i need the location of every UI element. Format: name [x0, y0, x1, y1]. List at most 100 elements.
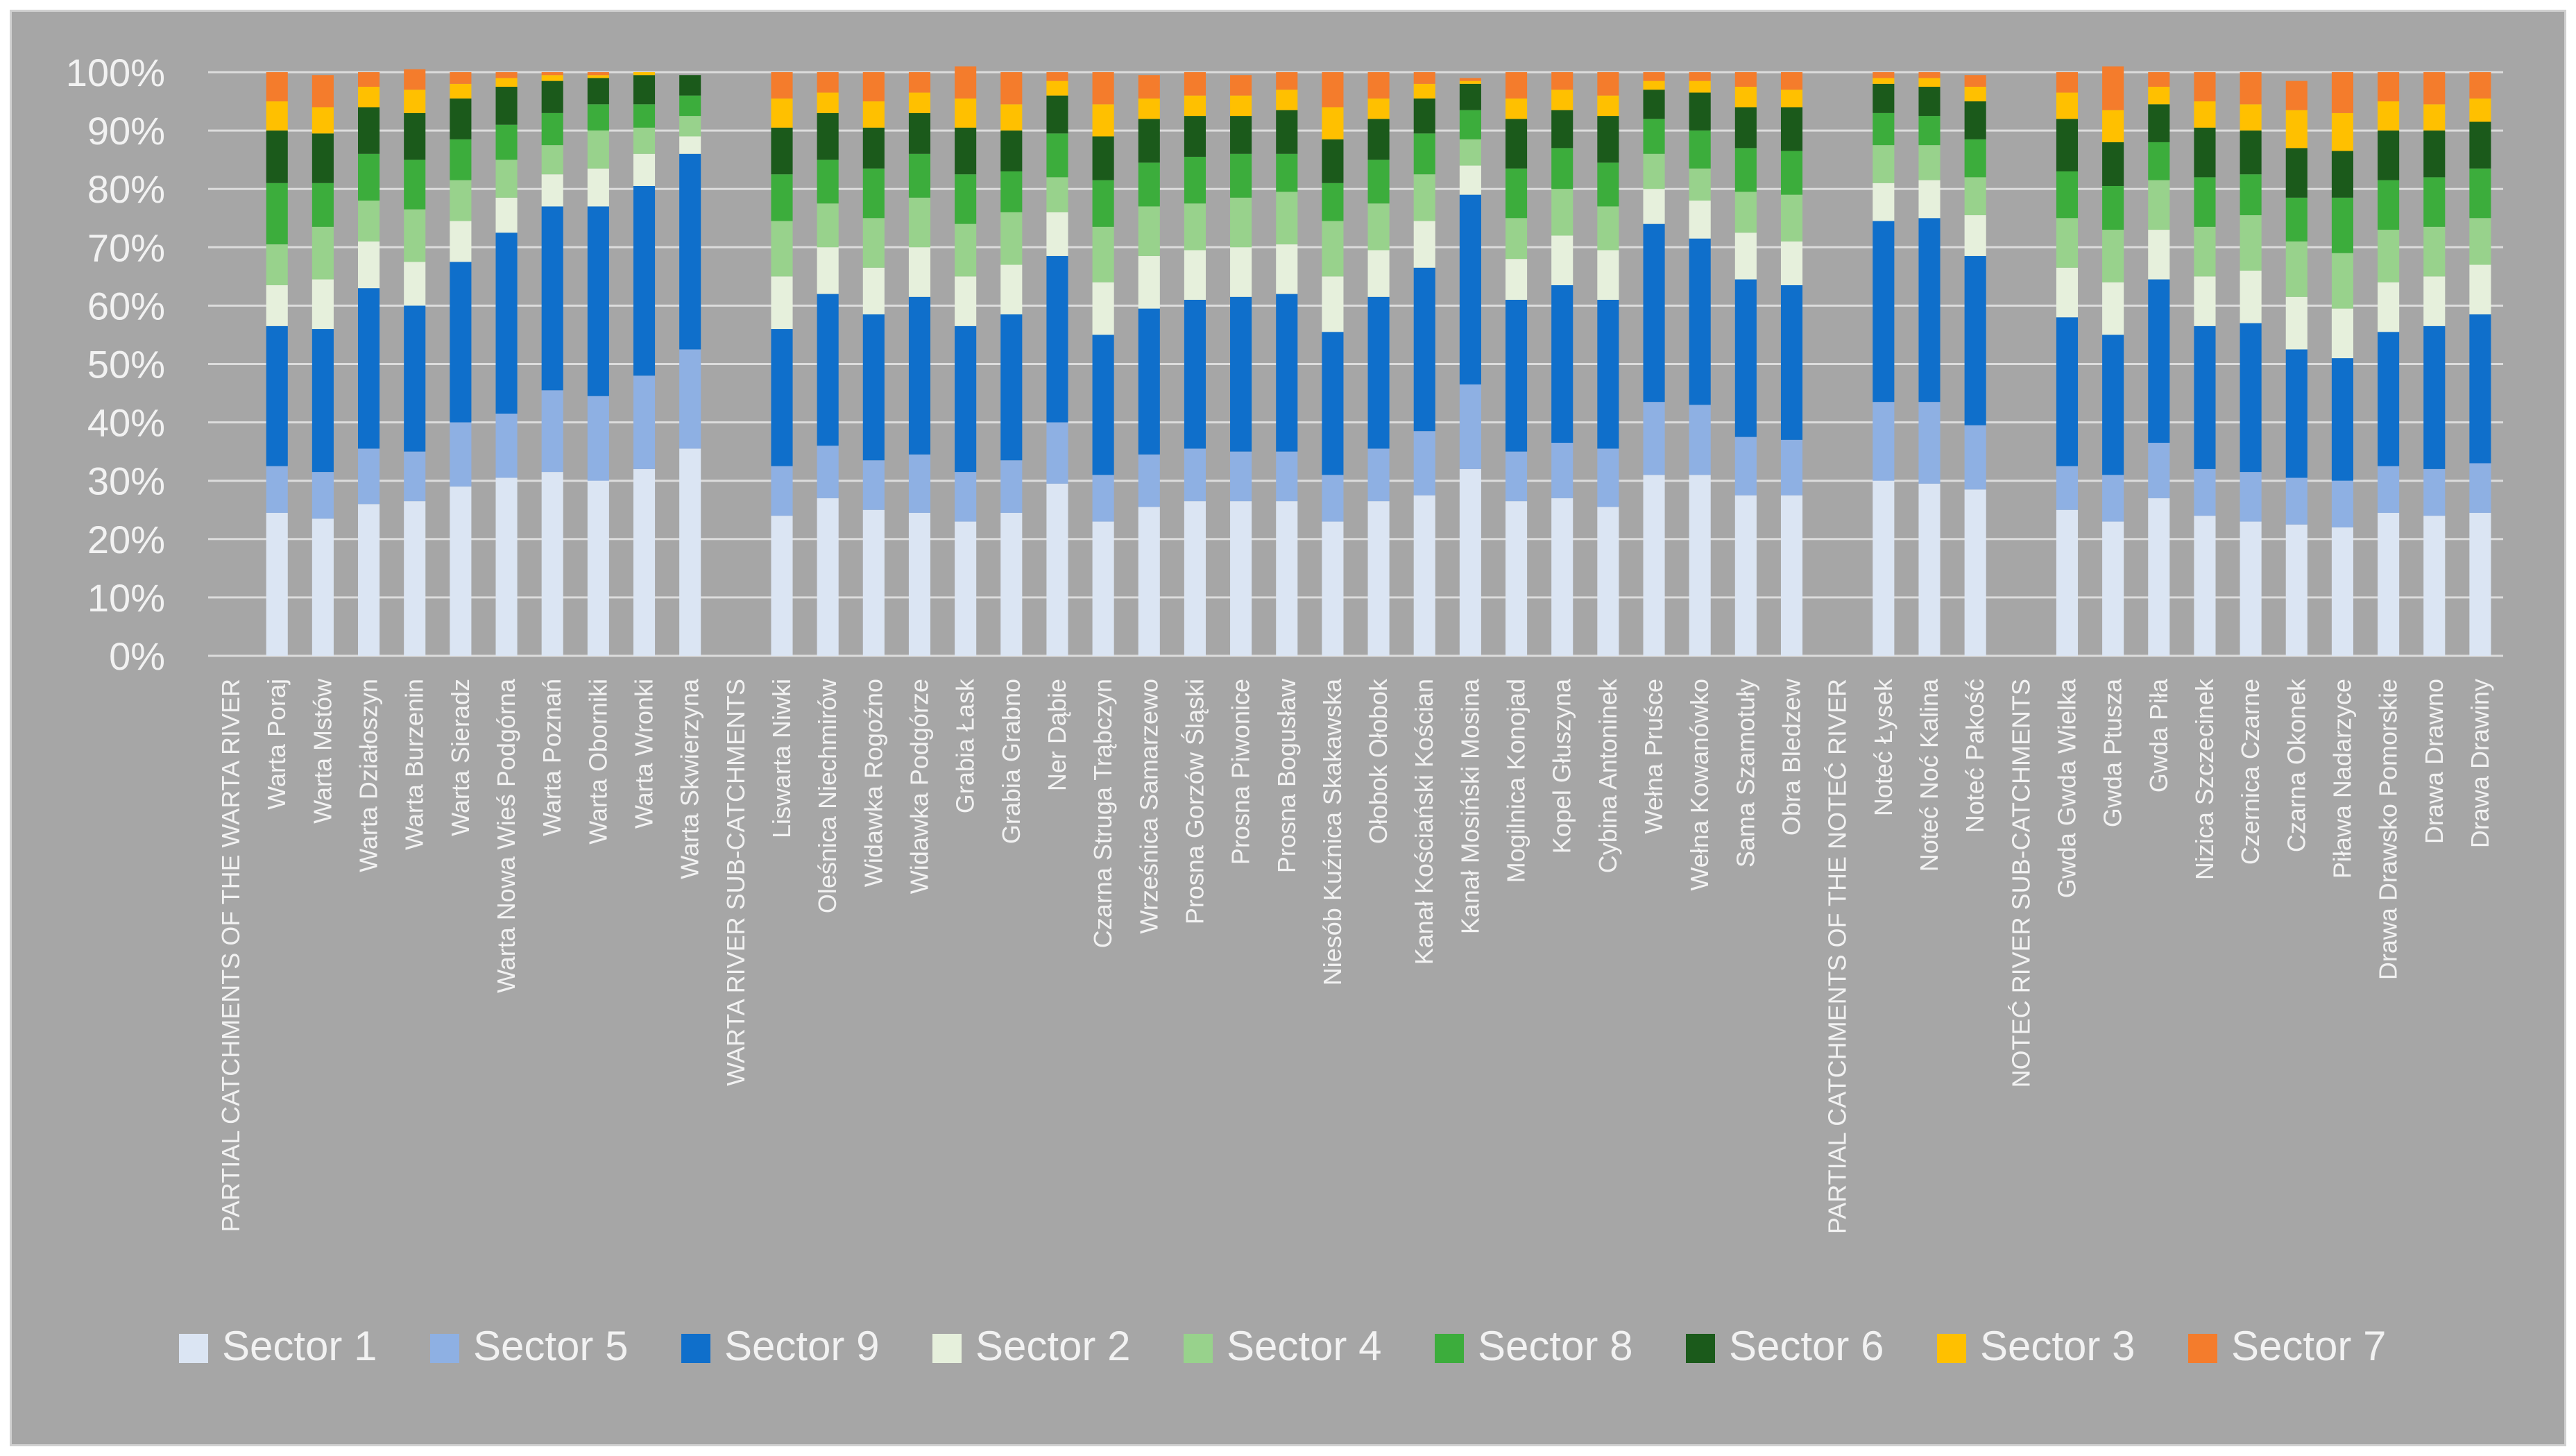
bar-segment-sector-2: [1597, 250, 1619, 300]
bar-segment-sector-7: [450, 72, 472, 84]
bar-segment-sector-6: [1276, 110, 1298, 154]
bar-segment-sector-9: [1918, 218, 1940, 403]
bar-segment-sector-9: [1780, 285, 1803, 440]
bar-segment-sector-9: [1597, 299, 1619, 449]
legend-label-sector-1: Sector 1: [222, 1323, 377, 1369]
bar-segment-sector-6: [404, 112, 426, 160]
bar-segment-sector-8: [495, 124, 518, 160]
bar-segment-sector-5: [1964, 425, 1986, 490]
x-tick-label: Gwda Ptusza: [2099, 678, 2127, 827]
bar-segment-sector-8: [450, 139, 472, 180]
bar-segment-sector-6: [1138, 119, 1160, 163]
x-tick-label: Gwda Gwda Wielka: [2052, 678, 2081, 898]
bar-segment-sector-2: [1873, 183, 1895, 221]
x-tick-label: Warta Poraj: [262, 679, 291, 810]
bar-segment-sector-9: [955, 325, 977, 473]
bar-segment-sector-4: [1230, 197, 1252, 248]
bar-segment-sector-6: [1734, 107, 1757, 149]
bar-segment-sector-3: [2285, 110, 2308, 149]
x-axis-tick-labels: PARTIAL CATCHMENTS OF THE WARTA RIVER War…: [216, 678, 2494, 1234]
x-tick-label: Ołobok Ołobok: [1364, 678, 1392, 844]
bar-segment-sector-9: [1322, 332, 1344, 475]
bar-segment-sector-6: [1046, 95, 1068, 134]
bar-segment-sector-6: [1505, 119, 1528, 169]
bar-segment-sector-7: [358, 72, 380, 87]
bar-segment-sector-4: [2194, 226, 2216, 277]
bar-segment-sector-4: [817, 203, 839, 248]
bar-segment-sector-3: [1551, 90, 1573, 110]
bar-segment-sector-5: [1597, 448, 1619, 507]
bar-segment-sector-2: [771, 276, 793, 330]
bar-segment-sector-8: [2194, 177, 2216, 227]
bars: [266, 66, 2491, 656]
bar-segment-sector-1: [1000, 512, 1023, 656]
x-tick-label: Noteć Łysek: [1869, 678, 1897, 816]
bar-segment-sector-5: [1918, 402, 1940, 484]
bar-segment-sector-1: [2240, 521, 2262, 656]
bar-segment-sector-3: [495, 78, 518, 87]
bar-segment-sector-2: [358, 241, 380, 289]
x-tick-label: Niesób Kuźnica Skakawska: [1318, 678, 1347, 985]
bar-segment-sector-4: [541, 145, 563, 175]
bar-segment-sector-1: [817, 498, 839, 656]
bar-segment-sector-6: [771, 127, 793, 175]
bar-segment-sector-1: [2148, 498, 2170, 656]
bar-segment-sector-1: [587, 480, 609, 656]
bar-segment-sector-2: [1505, 259, 1528, 300]
bar-segment-sector-2: [1230, 247, 1252, 297]
bar-segment-sector-7: [817, 72, 839, 93]
bar-segment-sector-3: [1873, 78, 1895, 84]
x-tick-label: Czarna Okonek: [2282, 678, 2310, 852]
bar-segment-sector-7: [1000, 72, 1023, 105]
bar-segment-sector-7: [1367, 72, 1390, 99]
bar-segment-sector-8: [1184, 156, 1206, 204]
bar-segment-sector-2: [817, 247, 839, 294]
y-tick-label: 100%: [66, 51, 165, 94]
x-tick-label: PARTIAL CATCHMENTS OF THE WARTA RIVER: [216, 679, 245, 1232]
bar-segment-sector-5: [2469, 463, 2491, 513]
bar-segment-sector-6: [450, 98, 472, 139]
bar-segment-sector-7: [495, 72, 518, 78]
bar-segment-sector-9: [2331, 358, 2353, 481]
bar-segment-sector-7: [2469, 72, 2491, 99]
bar-segment-sector-6: [1597, 116, 1619, 163]
bar-segment-sector-9: [771, 329, 793, 466]
x-tick-label: Prosna Bogusław: [1272, 678, 1301, 873]
bar-segment-sector-5: [2331, 480, 2353, 527]
bar-segment-sector-7: [908, 72, 931, 93]
bar-segment-sector-5: [2194, 468, 2216, 516]
bar-segment-sector-1: [1367, 501, 1390, 656]
bar-segment-sector-9: [679, 153, 701, 350]
bar-segment-sector-9: [541, 206, 563, 391]
bar-segment-sector-2: [1000, 264, 1023, 315]
bar-segment-sector-5: [771, 466, 793, 516]
bar-segment-sector-8: [266, 183, 288, 245]
bar-segment-sector-2: [2102, 282, 2124, 335]
x-tick-label: Prosna Gorzów Śląski: [1179, 679, 1209, 924]
bar-segment-sector-6: [1000, 130, 1023, 171]
bar-segment-sector-1: [2331, 527, 2353, 656]
bar-segment-sector-8: [2469, 168, 2491, 219]
bar-segment-sector-5: [862, 460, 885, 510]
bar-segment-sector-8: [1780, 151, 1803, 195]
bar-segment-sector-8: [587, 104, 609, 131]
x-tick-label: Noteć Pakość: [1961, 679, 1989, 833]
bar-segment-sector-1: [1046, 483, 1068, 656]
x-tick-label: Liswarta Niwki: [767, 679, 796, 838]
bar-segment-sector-2: [2331, 308, 2353, 359]
bar-segment-sector-3: [587, 75, 609, 78]
x-tick-label: Grabia Łask: [951, 678, 980, 813]
bar-segment-sector-2: [2194, 276, 2216, 326]
x-tick-label: PARTIAL CATCHMENTS OF THE NOTEĆ RIVER: [1823, 679, 1852, 1234]
bar-segment-sector-8: [1092, 180, 1114, 227]
bar-segment-sector-7: [1138, 75, 1160, 99]
bar-segment-sector-4: [1551, 189, 1573, 236]
bar-segment-sector-6: [1184, 116, 1206, 157]
bar-segment-sector-3: [1918, 78, 1940, 87]
bar-segment-sector-7: [2148, 72, 2170, 87]
bar-segment-sector-3: [1505, 98, 1528, 119]
bar-segment-sector-9: [1413, 267, 1435, 432]
bar-segment-sector-4: [1597, 206, 1619, 251]
x-tick-label: Oleśnica Niechmirów: [813, 678, 842, 913]
